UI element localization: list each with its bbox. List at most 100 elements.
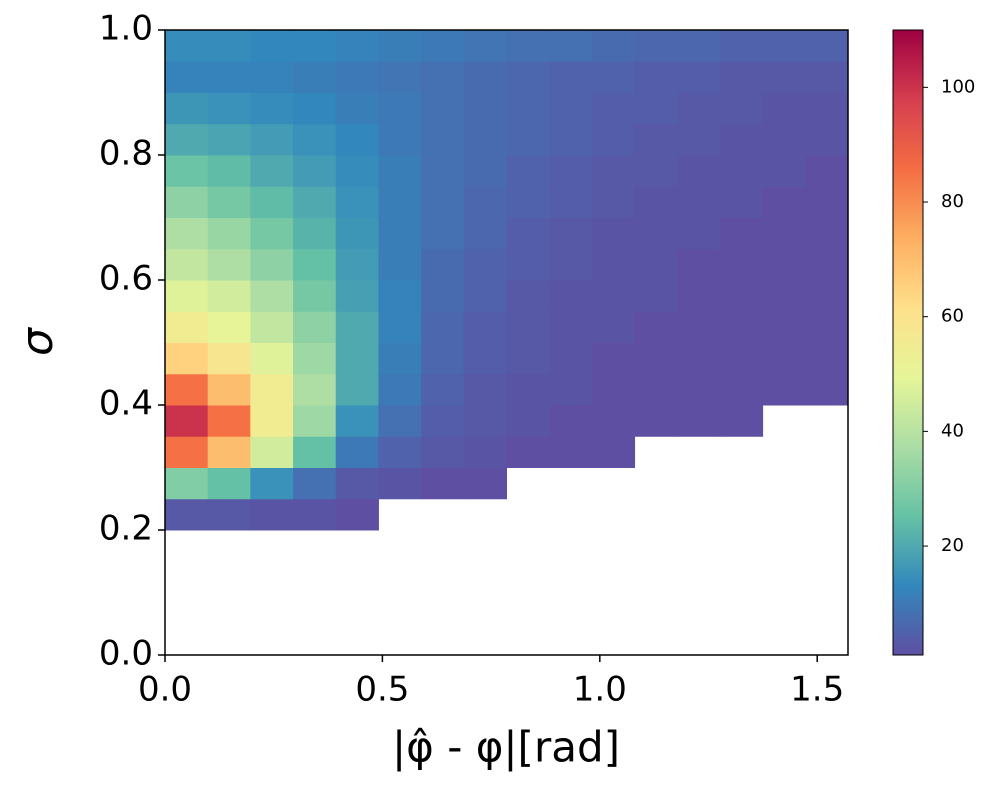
heat-cell xyxy=(463,405,507,437)
heat-cell xyxy=(421,280,465,312)
heat-cell xyxy=(463,436,507,468)
heat-cell xyxy=(293,248,337,281)
heat-cell xyxy=(805,155,849,187)
heat-cell xyxy=(719,123,764,156)
heat-cell xyxy=(506,248,550,281)
heat-cell xyxy=(719,155,764,187)
heat-cell xyxy=(293,217,337,250)
heat-cell xyxy=(634,61,678,93)
heat-cell xyxy=(378,30,422,62)
heat-cell xyxy=(421,248,465,281)
heat-cell xyxy=(677,311,721,343)
heat-cell xyxy=(677,123,721,156)
heat-cell xyxy=(463,342,507,375)
heat-cell xyxy=(378,155,422,187)
heat-cell xyxy=(591,92,636,125)
heat-cell xyxy=(591,280,636,312)
heat-cell xyxy=(250,217,294,250)
heat-cell xyxy=(250,186,294,218)
y-tick-label: 0.2 xyxy=(99,509,153,549)
heat-cell xyxy=(378,186,422,218)
heat-cell xyxy=(506,186,550,218)
heat-cell xyxy=(207,342,251,375)
heat-cell xyxy=(677,155,721,187)
heat-cell xyxy=(207,467,251,500)
heat-cell xyxy=(805,186,849,218)
heat-cell xyxy=(250,92,294,125)
heat-cell xyxy=(165,467,209,500)
heat-cell xyxy=(293,30,337,62)
heat-cell xyxy=(677,280,721,312)
y-tick-label: 1.0 xyxy=(99,9,153,49)
colorbar-tick-label: 20 xyxy=(941,535,964,556)
heat-cell xyxy=(463,280,507,312)
heat-cell xyxy=(634,123,678,156)
heat-cell xyxy=(421,155,465,187)
y-axis-label: σ xyxy=(12,327,63,356)
heat-cell xyxy=(335,217,379,250)
heat-cell xyxy=(591,436,636,468)
heat-cell xyxy=(634,30,678,62)
heat-cell xyxy=(335,30,379,62)
heat-cell xyxy=(463,30,507,62)
heat-cell xyxy=(591,61,636,93)
heat-cell xyxy=(207,311,251,343)
heat-cell xyxy=(805,248,849,281)
heat-cell xyxy=(463,186,507,218)
y-tick-label: 0.8 xyxy=(99,134,153,174)
heat-cell xyxy=(165,498,209,531)
heat-cell xyxy=(421,30,465,62)
heat-cell xyxy=(335,311,379,343)
colorbar-tick-label: 60 xyxy=(941,306,964,327)
heat-cell xyxy=(165,155,209,187)
heat-cell xyxy=(250,436,294,468)
heat-cell xyxy=(719,280,764,312)
colorbar-tick-label: 40 xyxy=(941,420,964,441)
heat-cell xyxy=(719,217,764,250)
heat-cell xyxy=(335,467,379,500)
heat-cell xyxy=(165,436,209,468)
y-tick-label: 0.6 xyxy=(99,259,153,299)
heat-cell xyxy=(293,92,337,125)
heat-cell xyxy=(335,373,379,406)
heat-cell xyxy=(506,311,550,343)
heat-cell xyxy=(805,30,849,62)
heat-cell xyxy=(634,155,678,187)
heat-cell xyxy=(762,186,806,218)
heat-cell xyxy=(378,436,422,468)
heat-cell xyxy=(591,123,636,156)
heat-cell xyxy=(293,123,337,156)
heat-cell xyxy=(506,436,550,468)
heat-cell xyxy=(378,217,422,250)
heat-cell xyxy=(463,311,507,343)
heat-cell xyxy=(421,61,465,93)
heat-cell xyxy=(719,186,764,218)
heat-cell xyxy=(762,30,806,62)
heat-cell xyxy=(378,92,422,125)
heat-cell xyxy=(549,436,593,468)
heat-cell xyxy=(591,405,636,437)
heat-cell xyxy=(207,30,251,62)
heat-cell xyxy=(207,405,251,437)
heat-cell xyxy=(293,155,337,187)
heat-cell xyxy=(634,92,678,125)
heat-cell xyxy=(335,280,379,312)
heat-cell xyxy=(677,186,721,218)
heat-cell xyxy=(378,280,422,312)
heat-cell xyxy=(250,373,294,406)
heat-cell xyxy=(677,342,721,375)
heat-cell xyxy=(805,280,849,312)
heat-cell xyxy=(421,92,465,125)
heat-cell xyxy=(165,92,209,125)
heat-cell xyxy=(634,217,678,250)
heat-cell xyxy=(634,248,678,281)
heat-cell xyxy=(549,61,593,93)
heat-cell xyxy=(762,373,806,406)
heat-cell xyxy=(250,61,294,93)
heat-cell xyxy=(165,186,209,218)
heat-cell xyxy=(719,248,764,281)
heat-cell xyxy=(378,248,422,281)
y-tick-label: 0.4 xyxy=(99,384,153,424)
heat-cell xyxy=(250,311,294,343)
